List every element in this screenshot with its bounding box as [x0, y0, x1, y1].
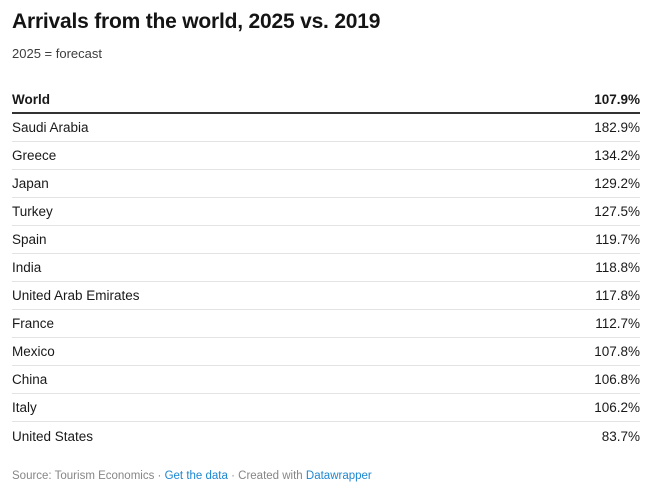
row-value: 182.9% [594, 120, 640, 135]
page-subtitle: 2025 = forecast [12, 46, 102, 61]
row-label: Greece [12, 148, 57, 163]
row-label: United States [12, 428, 94, 444]
footer-separator: · [231, 470, 235, 482]
table-row: Japan 129.2% [12, 170, 640, 198]
page-title: Arrivals from the world, 2025 vs. 2019 [12, 10, 381, 33]
table-row: Spain 119.7% [12, 226, 640, 254]
table-row: France 112.7% [12, 310, 640, 338]
table-row: United States 83.7% [12, 422, 640, 450]
row-value: 106.2% [594, 400, 640, 415]
row-value: 134.2% [594, 148, 640, 163]
row-label: France [12, 316, 55, 331]
row-label: Japan [12, 176, 49, 191]
get-the-data-link[interactable]: Get the data [164, 470, 228, 482]
table-row: India 118.8% [12, 254, 640, 282]
row-label: Italy [12, 400, 37, 415]
row-label: Turkey [12, 204, 53, 219]
table-row: Saudi Arabia 182.9% [12, 114, 640, 142]
table-row: Mexico 107.8% [12, 338, 640, 366]
datawrapper-link[interactable]: Datawrapper [305, 470, 372, 482]
row-label: India [12, 260, 42, 275]
source-name: Tourism Economics [54, 470, 155, 482]
row-label: Mexico [12, 344, 55, 359]
table-row: Turkey 127.5% [12, 198, 640, 226]
row-label: Saudi Arabia [12, 120, 89, 135]
summary-row-value: 107.9% [594, 91, 640, 107]
source-label: Source: [12, 470, 52, 482]
attribution-footer: Source: Tourism Economics · Get the data… [12, 469, 640, 484]
row-value: 118.8% [595, 260, 640, 275]
row-value: 129.2% [594, 176, 640, 191]
row-value: 127.5% [594, 204, 640, 219]
row-value: 106.8% [594, 372, 640, 387]
row-value: 83.7% [601, 428, 640, 444]
table-row: Greece 134.2% [12, 142, 640, 170]
row-value: 107.8% [594, 344, 640, 359]
summary-row-label: World [12, 91, 50, 107]
row-value: 119.7% [595, 232, 640, 247]
table-row: Italy 106.2% [12, 394, 640, 422]
row-value: 112.7% [595, 316, 640, 331]
table-summary-row: World 107.9% [12, 86, 640, 114]
created-with-label: Created with [238, 470, 303, 482]
table-row: China 106.8% [12, 366, 640, 394]
footer-separator: · [157, 470, 162, 482]
row-label: United Arab Emirates [12, 288, 140, 303]
row-label: Spain [12, 232, 47, 247]
table-row: United Arab Emirates 117.8% [12, 282, 640, 310]
row-label: China [12, 372, 48, 387]
arrivals-table: World 107.9% Saudi Arabia 182.9% Greece … [12, 86, 640, 450]
row-value: 117.8% [595, 288, 640, 303]
